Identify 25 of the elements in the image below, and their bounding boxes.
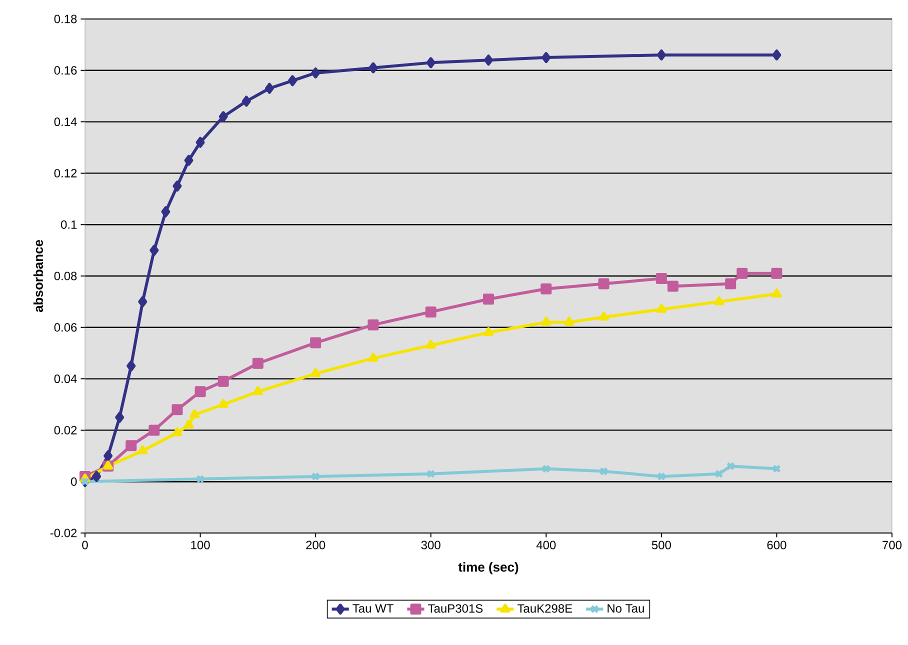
x-tick-label: 400 [536, 540, 556, 550]
y-tick-label: 0 [71, 477, 77, 486]
legend-label: TauK298E [517, 604, 572, 613]
x-tick-label: 100 [191, 540, 210, 550]
x-tick-label: 600 [767, 540, 786, 550]
y-tick-label: 0.04 [54, 374, 77, 384]
y-tick-label: 0.14 [54, 118, 77, 126]
y-tick-label: 0.18 [54, 14, 77, 24]
y-tick-label: 0.08 [54, 272, 77, 280]
legend-label: Tau WT [352, 604, 394, 613]
y-tick-label: 0.12 [54, 168, 77, 178]
x-tick-label: 0 [82, 540, 88, 550]
y-tick-label: 0.06 [54, 323, 77, 332]
x-tick-label: 200 [306, 540, 326, 550]
y-tick-label: -0.02 [50, 528, 77, 538]
legend-label: No Tau [608, 604, 644, 613]
x-tick-label: 300 [421, 540, 440, 550]
x-axis-title: time (sec) [458, 562, 518, 574]
y-tick-label: 0.16 [54, 66, 77, 75]
y-tick-label: 0.1 [60, 220, 77, 229]
x-tick-label: 500 [652, 540, 671, 550]
legend-label: TauP301S [428, 604, 483, 613]
y-axis-title: absorbance [33, 240, 43, 312]
x-tick-label: 700 [882, 540, 902, 550]
y-tick-label: 0.02 [54, 426, 77, 434]
